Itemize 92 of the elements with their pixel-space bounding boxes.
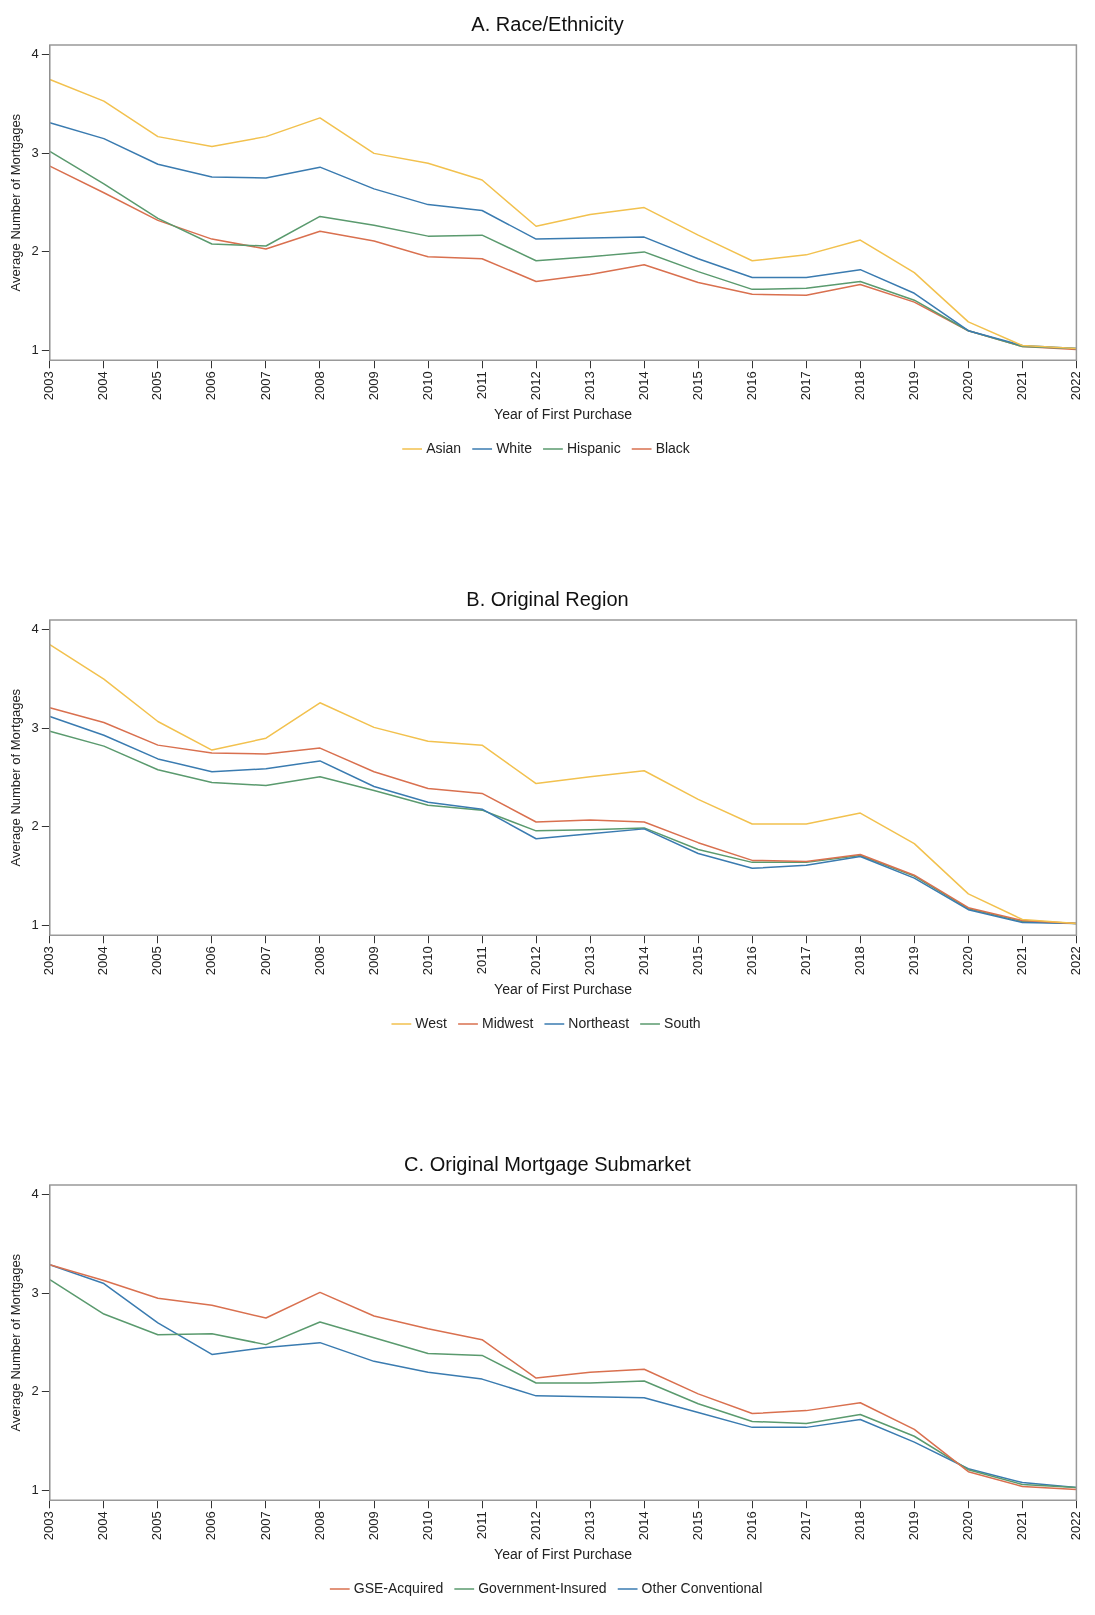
legend-label: Midwest: [482, 1014, 534, 1031]
x-tick-label: 2008: [311, 1511, 327, 1541]
chart-title: B. Original Region: [466, 587, 629, 610]
x-tick-label: 2019: [905, 371, 921, 401]
x-tick-label: 2020: [959, 946, 975, 976]
x-tick-label: 2018: [851, 946, 867, 976]
x-tick-label: 2022: [1067, 1511, 1083, 1541]
x-tick-label: 2006: [203, 946, 219, 976]
x-tick-label: 2008: [311, 371, 327, 401]
x-tick-label: 2020: [959, 371, 975, 401]
y-tick-label: 1: [31, 342, 39, 358]
x-tick-label: 2020: [959, 1511, 975, 1541]
x-tick-label: 2005: [149, 946, 165, 976]
x-tick-label: 2011: [473, 946, 489, 975]
x-tick-label: 2004: [95, 946, 111, 976]
x-tick-label: 2022: [1067, 946, 1083, 976]
x-tick-label: 2013: [581, 946, 597, 976]
x-tick-label: 2007: [257, 1511, 273, 1541]
x-tick-label: 2003: [41, 946, 57, 976]
legend-label: White: [496, 439, 533, 456]
x-tick-label: 2005: [149, 371, 165, 401]
x-tick-label: 2016: [743, 1511, 759, 1541]
x-tick-label: 2003: [41, 371, 57, 401]
x-tick-label: 2014: [635, 946, 651, 976]
x-tick-label: 2015: [689, 946, 705, 976]
x-tick-label: 2019: [905, 946, 921, 976]
x-tick-label: 2004: [95, 371, 111, 401]
x-tick-label: 2006: [203, 1511, 219, 1541]
y-tick-label: 2: [31, 243, 39, 259]
y-tick-label: 1: [31, 1482, 39, 1498]
x-tick-label: 2014: [635, 371, 651, 401]
x-tick-label: 2016: [743, 371, 759, 401]
x-tick-label: 2018: [851, 371, 867, 401]
x-tick-label: 2014: [635, 1511, 651, 1541]
y-tick-label: 4: [31, 1186, 39, 1202]
x-tick-label: 2007: [257, 371, 273, 401]
x-tick-label: 2013: [581, 1511, 597, 1541]
y-axis-title: Average Number of Mortgages: [8, 1253, 24, 1432]
x-tick-label: 2010: [419, 371, 435, 401]
x-tick-label: 2017: [797, 371, 813, 401]
y-tick-label: 3: [31, 1284, 39, 1300]
y-tick-label: 3: [31, 144, 39, 160]
x-tick-label: 2019: [905, 1511, 921, 1541]
x-tick-label: 2008: [311, 946, 327, 976]
y-tick-label: 2: [31, 818, 39, 834]
y-tick-label: 3: [31, 719, 39, 735]
y-tick-label: 4: [31, 621, 39, 637]
x-tick-label: 2017: [797, 946, 813, 976]
chart-title: C. Original Mortgage Submarket: [404, 1152, 692, 1175]
x-axis-title: Year of First Purchase: [494, 406, 633, 423]
legend-label: Northeast: [568, 1014, 630, 1031]
legend-label: Hispanic: [566, 439, 621, 456]
legend-label: Government-Insured: [478, 1579, 607, 1596]
legend-label: Black: [655, 439, 691, 456]
x-tick-label: 2012: [527, 1511, 543, 1541]
x-tick-label: 2016: [743, 946, 759, 976]
x-tick-label: 2007: [257, 946, 273, 976]
x-tick-label: 2021: [1013, 946, 1029, 976]
x-tick-label: 2010: [419, 1511, 435, 1541]
x-tick-label: 2013: [581, 371, 597, 401]
x-tick-label: 2009: [365, 946, 381, 976]
x-tick-label: 2005: [149, 1511, 165, 1541]
x-tick-label: 2017: [797, 1511, 813, 1541]
x-tick-label: 2012: [527, 946, 543, 976]
y-axis-title: Average Number of Mortgages: [8, 688, 24, 867]
x-tick-label: 2006: [203, 371, 219, 401]
x-tick-label: 2015: [689, 371, 705, 401]
x-tick-label: 2004: [95, 1511, 111, 1541]
x-axis-title: Year of First Purchase: [494, 1546, 633, 1563]
x-tick-label: 2021: [1013, 1511, 1029, 1541]
legend-label: Asian: [426, 439, 462, 456]
x-tick-label: 2018: [851, 1511, 867, 1541]
x-tick-label: 2011: [473, 1511, 489, 1540]
y-tick-label: 1: [31, 917, 39, 933]
y-axis-title: Average Number of Mortgages: [8, 113, 24, 292]
x-tick-label: 2009: [365, 371, 381, 401]
x-tick-label: 2010: [419, 946, 435, 976]
legend-label: South: [664, 1014, 701, 1031]
x-tick-label: 2011: [473, 371, 489, 400]
x-tick-label: 2022: [1067, 371, 1083, 401]
x-tick-label: 2012: [527, 371, 543, 401]
legend-label: West: [415, 1014, 448, 1031]
x-tick-label: 2015: [689, 1511, 705, 1541]
y-tick-label: 2: [31, 1383, 39, 1399]
x-tick-label: 2003: [41, 1511, 57, 1541]
chart-title: A. Race/Ethnicity: [471, 12, 624, 35]
legend-label: GSE-Acquired: [353, 1579, 444, 1596]
y-tick-label: 4: [31, 46, 39, 62]
legend-label: Other Conventional: [641, 1579, 763, 1596]
x-tick-label: 2009: [365, 1511, 381, 1541]
x-axis-title: Year of First Purchase: [494, 981, 633, 998]
x-tick-label: 2021: [1013, 371, 1029, 401]
